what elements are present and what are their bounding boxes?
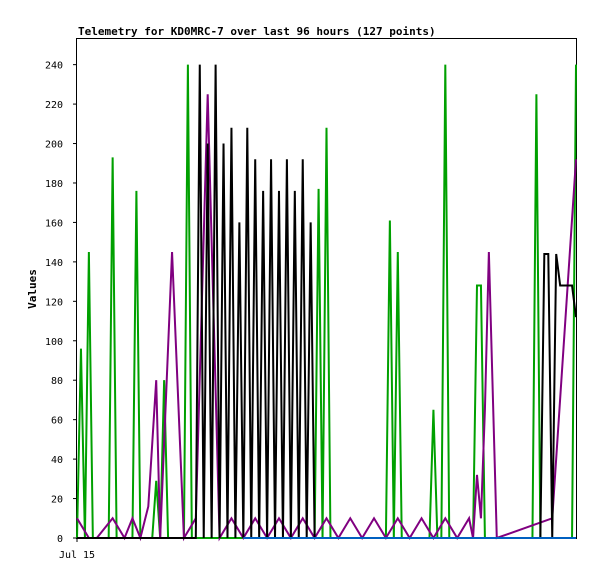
y-tick-label: 20 — [51, 495, 63, 506]
chart-title: Telemetry for KD0MRC-7 over last 96 hour… — [78, 25, 436, 38]
x-tick-label: Jul 15 — [59, 550, 95, 561]
y-tick-label: 0 — [57, 534, 63, 545]
y-tick-label: 240 — [45, 61, 63, 72]
plot-area-frame — [76, 38, 577, 539]
y-tick-label: 140 — [45, 258, 63, 269]
y-tick-label: 200 — [45, 140, 63, 151]
y-tick-label: 60 — [51, 416, 63, 427]
x-axis: Jul 15 — [59, 538, 95, 561]
series-line-2 — [76, 94, 577, 542]
y-tick-label: 220 — [45, 100, 63, 111]
y-tick-label: 80 — [51, 376, 63, 387]
y-tick-label: 100 — [45, 337, 63, 348]
y-tick-label: 40 — [51, 455, 63, 466]
y-tick-label: 160 — [45, 218, 63, 229]
y-axis: 0 20 40 60 80 100 120 140 160 180 200 220 240 — [45, 61, 77, 545]
y-axis-label: Values — [26, 269, 39, 309]
series-group — [76, 64, 577, 542]
y-tick-label: 120 — [45, 297, 63, 308]
y-tick-label: 180 — [45, 179, 63, 190]
